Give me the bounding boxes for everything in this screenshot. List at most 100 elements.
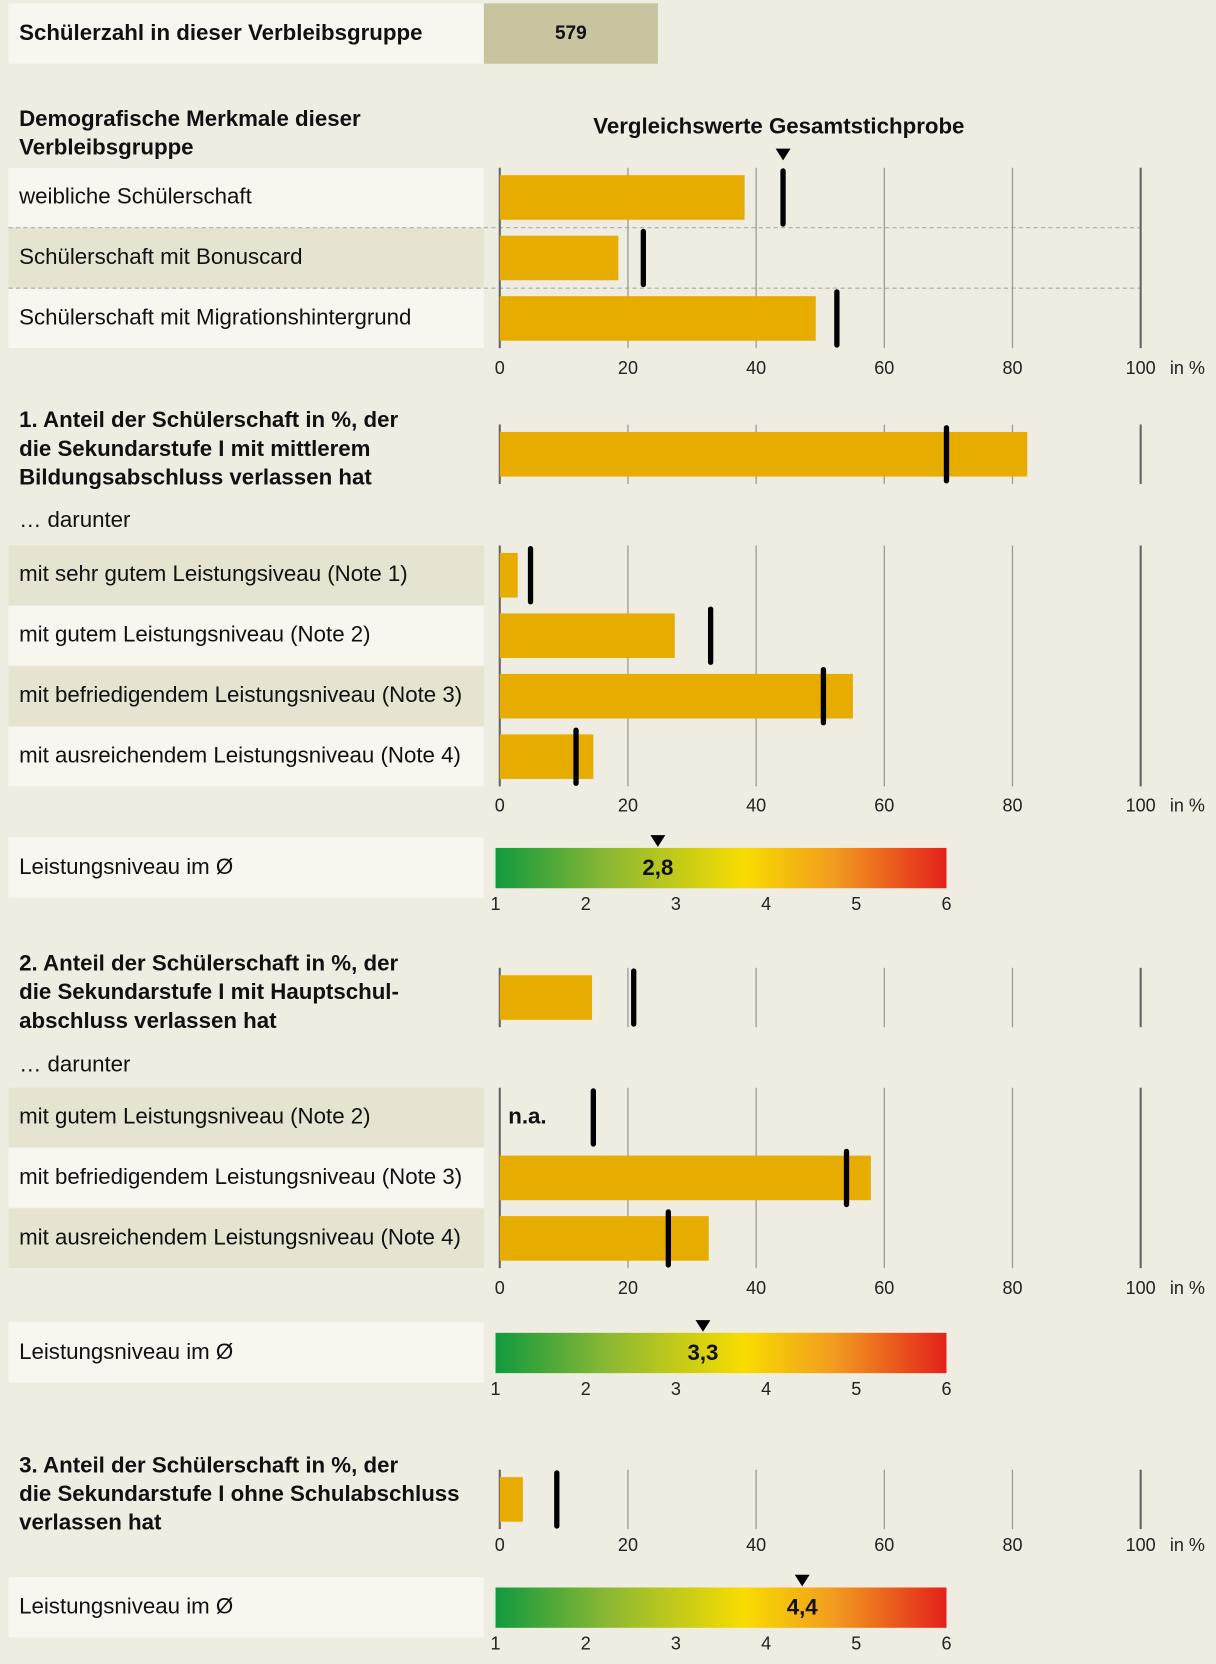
label-cell [8, 1208, 484, 1269]
label-cell [8, 726, 484, 787]
label-cell [8, 1576, 484, 1638]
grade-value: 2,8 [642, 855, 673, 880]
section-title: verlassen hat [19, 1510, 162, 1535]
value-label: n.a. [508, 1103, 546, 1128]
section-title: Verbleibsgruppe [19, 135, 193, 160]
x-tick-label: 40 [746, 1278, 766, 1298]
x-tick-label: 20 [618, 1535, 638, 1555]
label-cell [8, 666, 484, 726]
x-tick-label: 1 [491, 1634, 501, 1654]
x-tick-label: 20 [618, 795, 638, 815]
bar [499, 552, 518, 598]
x-unit: in % [1170, 1535, 1205, 1555]
x-tick-label: 40 [746, 795, 766, 815]
grade-marker [650, 835, 666, 847]
x-tick-label: 0 [495, 795, 505, 815]
section-title: Bildungsabschluss verlassen hat [19, 465, 372, 490]
section-title: 1. Anteil der Schülerschaft in %, der [19, 407, 398, 432]
bar [499, 734, 594, 779]
section-title: 3. Anteil der Schülerschaft in %, der [19, 1452, 398, 1477]
section-title: 2. Anteil der Schülerschaft in %, der [19, 951, 398, 976]
grade-marker [695, 1320, 711, 1332]
x-tick-label: 60 [874, 358, 894, 378]
bar [499, 431, 1028, 477]
x-tick-label: 80 [1002, 1278, 1022, 1298]
section-title: die Sekundarstufe I ohne Schulabschluss [19, 1481, 459, 1506]
x-tick-label: 100 [1126, 1278, 1156, 1298]
subtitle: … darunter [19, 1051, 131, 1076]
x-tick-label: 0 [495, 1278, 505, 1298]
section-title: die Sekundarstufe I mit Hauptschul- [19, 979, 399, 1004]
x-tick-label: 40 [746, 358, 766, 378]
label-cell [8, 228, 484, 288]
x-tick-label: 20 [618, 358, 638, 378]
row-label: Leistungsniveau im Ø [19, 1339, 233, 1364]
row-label: mit gutem Leistungsniveau (Note 2) [19, 1103, 370, 1128]
label-cell [8, 545, 484, 605]
x-tick-label: 3 [671, 1379, 681, 1399]
header-value: 579 [555, 23, 587, 44]
row-label: mit befriedigendem Leistungsniveau (Note… [19, 1164, 462, 1189]
row-label: Schülerschaft mit Migrationshintergrund [19, 304, 411, 329]
x-unit: in % [1170, 795, 1205, 815]
grade-marker [794, 1574, 810, 1587]
header-cell [8, 3, 484, 64]
x-tick-label: 4 [761, 1379, 771, 1399]
bar [499, 1216, 709, 1261]
x-tick-label: 20 [618, 1278, 638, 1298]
bar [499, 175, 745, 220]
x-tick-label: 4 [761, 894, 771, 914]
x-tick-label: 2 [581, 1379, 591, 1399]
row-label: Leistungsniveau im Ø [19, 1594, 233, 1619]
bar [499, 975, 593, 1020]
section-title: Demografische Merkmale dieser [19, 106, 361, 131]
x-tick-label: 6 [941, 1379, 951, 1399]
bar [499, 673, 853, 719]
x-tick-label: 5 [851, 1634, 861, 1654]
reference-pointer [775, 148, 791, 161]
x-tick-label: 0 [495, 1535, 505, 1555]
x-tick-label: 5 [851, 894, 861, 914]
row-label: Leistungsniveau im Ø [19, 854, 233, 879]
reference-label: Vergleichswerte Gesamtstichprobe [593, 113, 964, 138]
label-cell [8, 1148, 484, 1208]
x-tick-label: 1 [491, 894, 501, 914]
x-tick-label: 5 [851, 1379, 861, 1399]
label-cell [8, 167, 484, 228]
x-tick-label: 80 [1002, 795, 1022, 815]
x-tick-label: 6 [941, 1634, 951, 1654]
subtitle: … darunter [19, 507, 131, 532]
x-tick-label: 80 [1002, 358, 1022, 378]
x-tick-label: 3 [671, 1634, 681, 1654]
x-tick-label: 2 [581, 894, 591, 914]
grade-scale [495, 1332, 947, 1374]
x-unit: in % [1170, 358, 1205, 378]
x-tick-label: 60 [874, 795, 894, 815]
x-tick-label: 3 [671, 894, 681, 914]
grade-scale [495, 847, 947, 889]
x-tick-label: 6 [941, 894, 951, 914]
x-tick-label: 0 [495, 358, 505, 378]
row-label: mit ausreichendem Leistungsniveau (Note … [19, 743, 461, 768]
grade-value: 4,4 [787, 1595, 819, 1620]
bar [499, 613, 675, 658]
x-tick-label: 100 [1126, 795, 1156, 815]
x-tick-label: 60 [874, 1278, 894, 1298]
bar [499, 296, 816, 341]
bar [499, 235, 619, 281]
row-label: mit sehr gutem Leistungsiveau (Note 1) [19, 561, 408, 586]
x-tick-label: 80 [1002, 1535, 1022, 1555]
header-label: Schülerzahl in dieser Verbleibsgruppe [19, 20, 422, 45]
x-tick-label: 4 [761, 1634, 771, 1654]
section-title: abschluss verlassen hat [19, 1008, 277, 1033]
grade-value: 3,3 [687, 1340, 718, 1365]
row-label: mit befriedigendem Leistungsniveau (Note… [19, 682, 462, 707]
row-label: Schülerschaft mit Bonuscard [19, 244, 302, 269]
bar [499, 1477, 523, 1522]
row-label: mit ausreichendem Leistungsniveau (Note … [19, 1224, 461, 1249]
x-tick-label: 100 [1126, 358, 1156, 378]
x-tick-label: 40 [746, 1535, 766, 1555]
x-unit: in % [1170, 1278, 1205, 1298]
label-cell [8, 837, 484, 898]
